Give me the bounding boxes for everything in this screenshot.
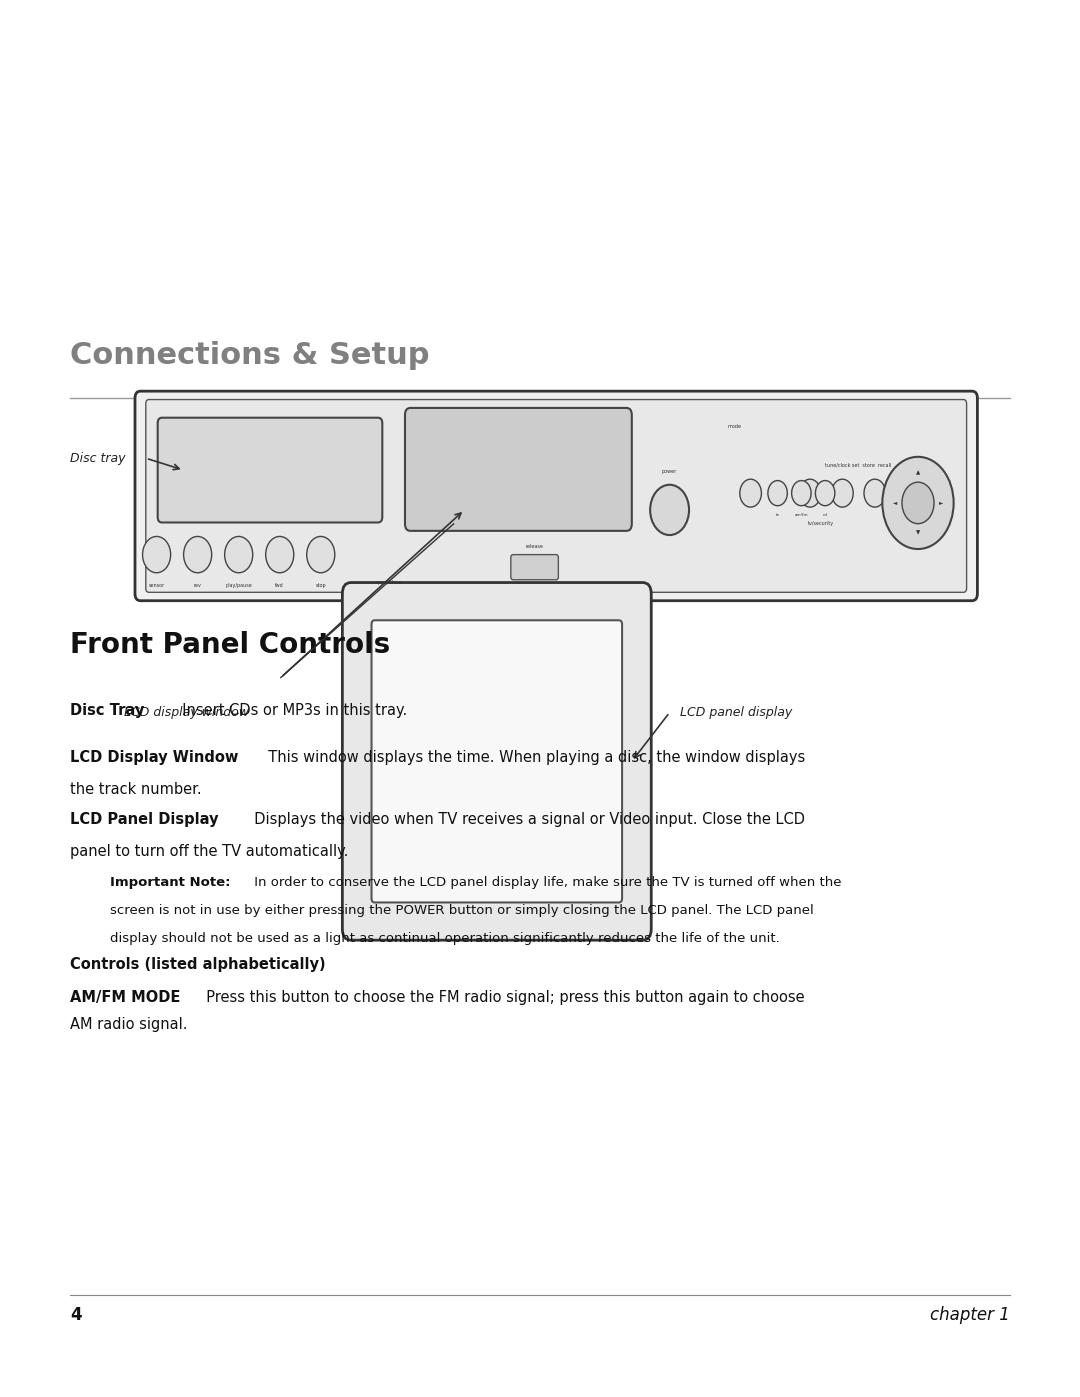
Text: sensor: sensor bbox=[148, 583, 165, 588]
Circle shape bbox=[184, 536, 212, 573]
Text: LCD Panel Display: LCD Panel Display bbox=[70, 812, 218, 827]
Text: play/pause: play/pause bbox=[226, 583, 252, 588]
Text: Controls (listed alphabetically): Controls (listed alphabetically) bbox=[70, 957, 326, 972]
FancyBboxPatch shape bbox=[146, 400, 967, 592]
Text: open/close: open/close bbox=[376, 580, 402, 585]
Circle shape bbox=[799, 479, 821, 507]
Circle shape bbox=[882, 457, 954, 549]
Text: Insert CDs or MP3s in this tray.: Insert CDs or MP3s in this tray. bbox=[173, 703, 407, 718]
Circle shape bbox=[143, 536, 171, 573]
Text: LCD Display Window: LCD Display Window bbox=[70, 750, 239, 766]
Text: tune/clock set  store  recall: tune/clock set store recall bbox=[825, 462, 892, 468]
Text: Disc tray: Disc tray bbox=[70, 451, 125, 465]
Text: This window displays the time. When playing a disc, the window displays: This window displays the time. When play… bbox=[259, 750, 806, 766]
Text: Disc Tray: Disc Tray bbox=[70, 703, 145, 718]
Text: AM radio signal.: AM radio signal. bbox=[70, 1017, 188, 1032]
Text: ▼: ▼ bbox=[916, 531, 920, 535]
Text: LCD display window: LCD display window bbox=[124, 705, 249, 719]
Text: panel to turn off the TV automatically.: panel to turn off the TV automatically. bbox=[70, 844, 349, 859]
Text: tv: tv bbox=[775, 513, 780, 517]
Circle shape bbox=[650, 485, 689, 535]
Circle shape bbox=[266, 536, 294, 573]
Circle shape bbox=[902, 482, 934, 524]
FancyBboxPatch shape bbox=[342, 583, 651, 940]
Text: 4: 4 bbox=[70, 1306, 82, 1324]
Circle shape bbox=[225, 536, 253, 573]
FancyBboxPatch shape bbox=[405, 408, 632, 531]
FancyBboxPatch shape bbox=[135, 391, 977, 601]
Text: rev: rev bbox=[193, 583, 202, 588]
Text: AM/FM MODE: AM/FM MODE bbox=[70, 990, 180, 1006]
Text: mode: mode bbox=[728, 423, 741, 429]
Text: display should not be used as a light as continual operation significantly reduc: display should not be used as a light as… bbox=[110, 932, 780, 944]
Text: Displays the video when TV receives a signal or Video input. Close the LCD: Displays the video when TV receives a si… bbox=[245, 812, 805, 827]
Circle shape bbox=[832, 479, 853, 507]
Text: Important Note:: Important Note: bbox=[110, 876, 230, 888]
Circle shape bbox=[307, 536, 335, 573]
Text: In order to conserve the LCD panel display life, make sure the TV is turned off : In order to conserve the LCD panel displ… bbox=[251, 876, 842, 888]
Circle shape bbox=[864, 479, 886, 507]
Text: clock: clock bbox=[928, 476, 941, 482]
Text: LCD panel display: LCD panel display bbox=[680, 705, 793, 719]
Circle shape bbox=[792, 481, 811, 506]
Text: stop: stop bbox=[315, 583, 326, 588]
Circle shape bbox=[815, 481, 835, 506]
Text: the track number.: the track number. bbox=[70, 782, 202, 798]
Bar bbox=[367, 591, 626, 622]
Text: ▲: ▲ bbox=[916, 471, 920, 475]
FancyBboxPatch shape bbox=[511, 555, 558, 580]
Text: chapter 1: chapter 1 bbox=[930, 1306, 1010, 1324]
Text: tv/security: tv/security bbox=[808, 521, 834, 527]
Text: Press this button to choose the FM radio signal; press this button again to choo: Press this button to choose the FM radio… bbox=[198, 990, 805, 1006]
Circle shape bbox=[740, 479, 761, 507]
Text: power: power bbox=[662, 468, 677, 474]
Text: Front Panel Controls: Front Panel Controls bbox=[70, 631, 390, 659]
Text: am/fm: am/fm bbox=[795, 513, 808, 517]
Text: Connections & Setup: Connections & Setup bbox=[70, 341, 430, 370]
Text: cd: cd bbox=[823, 513, 827, 517]
FancyBboxPatch shape bbox=[372, 620, 622, 902]
Text: ►: ► bbox=[939, 500, 943, 506]
Text: ◄: ◄ bbox=[893, 500, 897, 506]
Circle shape bbox=[896, 479, 918, 507]
Text: screen is not in use by either pressing the POWER button or simply closing the L: screen is not in use by either pressing … bbox=[110, 904, 813, 916]
FancyBboxPatch shape bbox=[158, 418, 382, 522]
Circle shape bbox=[768, 481, 787, 506]
Text: release: release bbox=[526, 543, 543, 549]
Text: fwd: fwd bbox=[275, 583, 284, 588]
